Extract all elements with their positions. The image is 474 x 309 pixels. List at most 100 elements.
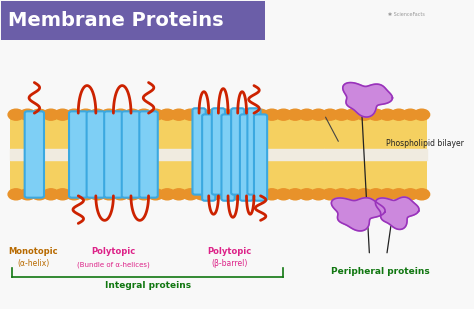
Circle shape — [218, 189, 233, 200]
Circle shape — [136, 109, 152, 120]
Circle shape — [31, 189, 47, 200]
FancyBboxPatch shape — [25, 111, 44, 198]
Circle shape — [391, 109, 407, 120]
FancyBboxPatch shape — [221, 114, 235, 201]
Text: Membrane Proteins: Membrane Proteins — [8, 11, 224, 30]
Circle shape — [287, 109, 303, 120]
Circle shape — [299, 189, 315, 200]
Circle shape — [66, 189, 82, 200]
Circle shape — [113, 189, 128, 200]
Circle shape — [182, 189, 199, 200]
Circle shape — [402, 109, 418, 120]
FancyBboxPatch shape — [254, 114, 267, 201]
Circle shape — [8, 189, 24, 200]
Circle shape — [171, 109, 187, 120]
FancyBboxPatch shape — [247, 108, 261, 195]
FancyBboxPatch shape — [192, 108, 206, 195]
Circle shape — [414, 109, 429, 120]
Circle shape — [299, 109, 315, 120]
FancyBboxPatch shape — [104, 111, 123, 198]
Circle shape — [241, 109, 256, 120]
Circle shape — [182, 109, 199, 120]
FancyBboxPatch shape — [231, 108, 244, 195]
Circle shape — [252, 189, 268, 200]
Text: Integral proteins: Integral proteins — [105, 281, 191, 290]
Circle shape — [55, 189, 71, 200]
Circle shape — [322, 109, 338, 120]
Circle shape — [345, 109, 361, 120]
Circle shape — [194, 189, 210, 200]
Circle shape — [66, 109, 82, 120]
Circle shape — [252, 109, 268, 120]
Circle shape — [379, 109, 395, 120]
Circle shape — [275, 189, 292, 200]
Circle shape — [194, 109, 210, 120]
Circle shape — [334, 189, 349, 200]
Text: Phospholipid bilayer: Phospholipid bilayer — [386, 139, 464, 148]
Circle shape — [322, 189, 338, 200]
Circle shape — [171, 189, 187, 200]
Text: (Bundle of α-helices): (Bundle of α-helices) — [77, 261, 150, 268]
FancyBboxPatch shape — [212, 108, 225, 195]
Polygon shape — [331, 198, 385, 231]
Circle shape — [206, 109, 222, 120]
FancyBboxPatch shape — [69, 111, 88, 198]
Polygon shape — [375, 197, 419, 229]
Circle shape — [159, 109, 175, 120]
Circle shape — [159, 189, 175, 200]
Circle shape — [310, 189, 326, 200]
Circle shape — [391, 189, 407, 200]
FancyBboxPatch shape — [87, 111, 105, 198]
Text: (α-helix): (α-helix) — [18, 259, 50, 268]
Circle shape — [264, 109, 280, 120]
Circle shape — [31, 109, 47, 120]
Circle shape — [402, 189, 418, 200]
Circle shape — [124, 189, 140, 200]
Circle shape — [8, 109, 24, 120]
Polygon shape — [10, 115, 324, 194]
FancyBboxPatch shape — [240, 114, 253, 201]
Circle shape — [379, 189, 395, 200]
FancyBboxPatch shape — [1, 1, 265, 40]
Circle shape — [148, 189, 164, 200]
Text: Monotopic: Monotopic — [9, 247, 58, 256]
Circle shape — [287, 189, 303, 200]
Circle shape — [43, 189, 59, 200]
Circle shape — [136, 189, 152, 200]
Circle shape — [101, 189, 117, 200]
Circle shape — [43, 109, 59, 120]
Circle shape — [218, 109, 233, 120]
Text: Polytopic: Polytopic — [91, 247, 136, 256]
Circle shape — [275, 109, 292, 120]
Circle shape — [229, 109, 245, 120]
Circle shape — [241, 189, 256, 200]
Circle shape — [148, 109, 164, 120]
Circle shape — [356, 189, 372, 200]
FancyBboxPatch shape — [139, 111, 158, 198]
Circle shape — [20, 109, 36, 120]
Circle shape — [90, 109, 105, 120]
Circle shape — [101, 109, 117, 120]
Circle shape — [356, 109, 372, 120]
Circle shape — [78, 109, 94, 120]
Circle shape — [345, 189, 361, 200]
Circle shape — [206, 189, 222, 200]
Circle shape — [334, 109, 349, 120]
Circle shape — [264, 189, 280, 200]
Polygon shape — [324, 115, 428, 194]
FancyBboxPatch shape — [202, 114, 215, 201]
Circle shape — [368, 109, 384, 120]
Circle shape — [368, 189, 384, 200]
Text: Peripheral proteins: Peripheral proteins — [331, 267, 429, 276]
Circle shape — [90, 189, 105, 200]
FancyBboxPatch shape — [122, 111, 140, 198]
Circle shape — [124, 109, 140, 120]
Circle shape — [310, 109, 326, 120]
Circle shape — [414, 189, 429, 200]
Polygon shape — [343, 83, 392, 117]
Circle shape — [78, 189, 94, 200]
Circle shape — [55, 109, 71, 120]
Text: Polytopic: Polytopic — [208, 247, 252, 256]
Circle shape — [229, 189, 245, 200]
Circle shape — [113, 109, 128, 120]
